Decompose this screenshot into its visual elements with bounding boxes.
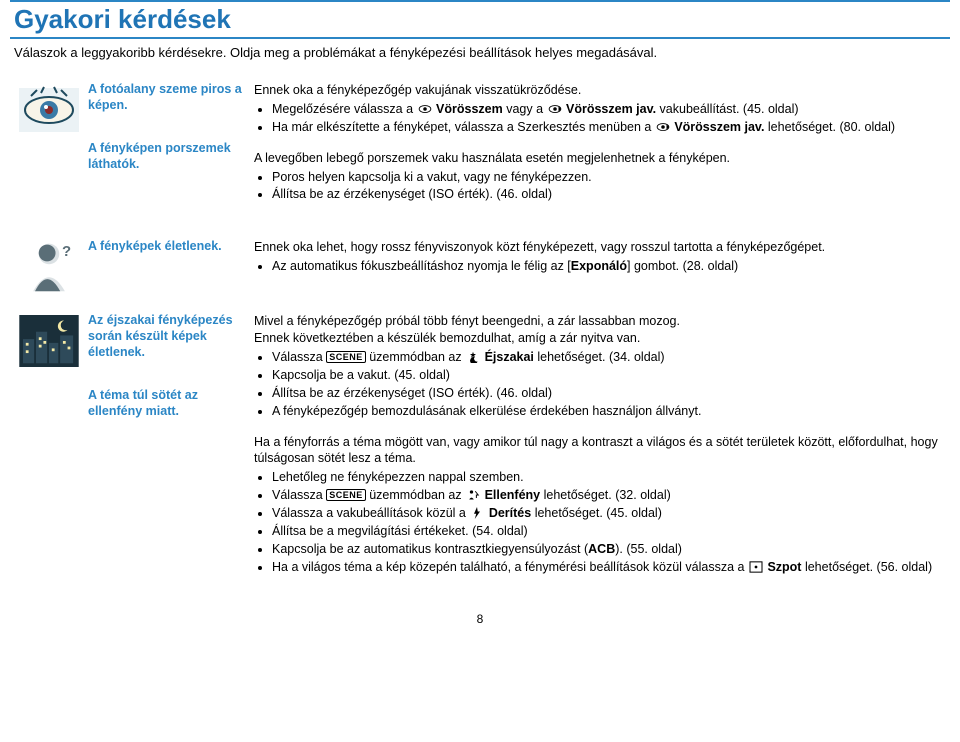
answer-intro: Ennek oka lehet, hogy rossz fényviszonyo…: [254, 239, 950, 256]
answer-bullet: Kapcsolja be a vakut. (45. oldal): [272, 367, 950, 384]
answer-column: Mivel a fényképezőgép próbál több fényt …: [254, 313, 950, 589]
answer-bullets: Az automatikus fókuszbeállításhoz nyomja…: [254, 258, 950, 275]
question-column: A fotóalany szeme piros a képen. A fényké…: [88, 82, 254, 201]
answer-intro: A levegőben lebegő porszemek vaku haszná…: [254, 150, 950, 167]
answer-bullet: Az automatikus fókuszbeállításhoz nyomja…: [272, 258, 950, 275]
group-icon: [10, 313, 88, 365]
answer-column: Ennek oka lehet, hogy rossz fényviszonyo…: [254, 239, 950, 289]
answer-intro: Ha a fényforrás a téma mögött van, vagy …: [254, 434, 950, 468]
answer-bullet: Válassza SCENE üzemmódban az Éjszakai le…: [272, 349, 950, 366]
group-icon: ?: [10, 239, 88, 291]
question-column: A fényképek életlenek.: [88, 239, 254, 283]
answer-bullet: Válassza a vakubeállítások közül a Derít…: [272, 505, 950, 522]
answer-bullet: Ha a világos téma a kép közepén találhat…: [272, 559, 950, 576]
faq-answer: Mivel a fényképezőgép próbál több fényt …: [254, 313, 950, 419]
question-column: Az éjszakai fényképezés során készült ké…: [88, 313, 254, 447]
answer-bullet: Megelőzésére válassza a Vörösszem vagy a…: [272, 101, 950, 118]
answer-bullets: Poros helyen kapcsolja ki a vakut, vagy …: [254, 169, 950, 204]
faq-question: Az éjszakai fényképezés során készült ké…: [88, 313, 244, 360]
page-subtitle: Válaszok a leggyakoribb kérdésekre. Oldj…: [14, 45, 950, 60]
faq-group: ? A fényképek életlenek. Ennek oka lehet, …: [10, 239, 950, 291]
page-number: 8: [10, 612, 950, 626]
title-bar: Gyakori kérdések: [10, 0, 950, 39]
faq-answer: Ennek oka a fényképezőgép vakujának viss…: [254, 82, 950, 136]
answer-bullet: Állítsa be a megvilágítási értékeket. (5…: [272, 523, 950, 540]
answer-intro: Ennek oka a fényképezőgép vakujának viss…: [254, 82, 950, 99]
page-title: Gyakori kérdések: [14, 4, 950, 35]
faq-group: A fotóalany szeme piros a képen. A fényké…: [10, 82, 950, 217]
answer-bullets: Megelőzésére válassza a Vörösszem vagy a…: [254, 101, 950, 136]
answer-bullet: A fényképezőgép bemozdulásának elkerülés…: [272, 403, 950, 420]
answer-bullet: Állítsa be az érzékenységet (ISO érték).…: [272, 186, 950, 203]
answer-column: Ennek oka a fényképezőgép vakujának viss…: [254, 82, 950, 217]
answer-bullet: Állítsa be az érzékenységet (ISO érték).…: [272, 385, 950, 402]
faq-answer: Ennek oka lehet, hogy rossz fényviszonyo…: [254, 239, 950, 275]
faq-question: A fényképek életlenek.: [88, 239, 244, 255]
faq-question: A fényképen porszemek láthatók.: [88, 141, 244, 172]
answer-bullets: Válassza SCENE üzemmódban az Éjszakai le…: [254, 349, 950, 420]
answer-bullet: Lehetőleg ne fényképezzen nappal szemben…: [272, 469, 950, 486]
faq-question: A fotóalany szeme piros a képen.: [88, 82, 244, 113]
faq-answer: Ha a fényforrás a téma mögött van, vagy …: [254, 434, 950, 576]
answer-bullet: Válassza SCENE üzemmódban az Ellenfény l…: [272, 487, 950, 504]
answer-bullet: Kapcsolja be az automatikus kontrasztkie…: [272, 541, 950, 558]
faq-question: A téma túl sötét az ellenfény miatt.: [88, 388, 244, 419]
answer-intro: Mivel a fényképezőgép próbál több fényt …: [254, 313, 950, 347]
group-icon: [10, 82, 88, 134]
faq-group: Az éjszakai fényképezés során készült ké…: [10, 313, 950, 589]
answer-bullet: Ha már elkészítette a fényképet, válassz…: [272, 119, 950, 136]
answer-bullets: Lehetőleg ne fényképezzen nappal szemben…: [254, 469, 950, 575]
svg-text:?: ?: [62, 243, 71, 260]
faq-answer: A levegőben lebegő porszemek vaku haszná…: [254, 150, 950, 204]
answer-bullet: Poros helyen kapcsolja ki a vakut, vagy …: [272, 169, 950, 186]
